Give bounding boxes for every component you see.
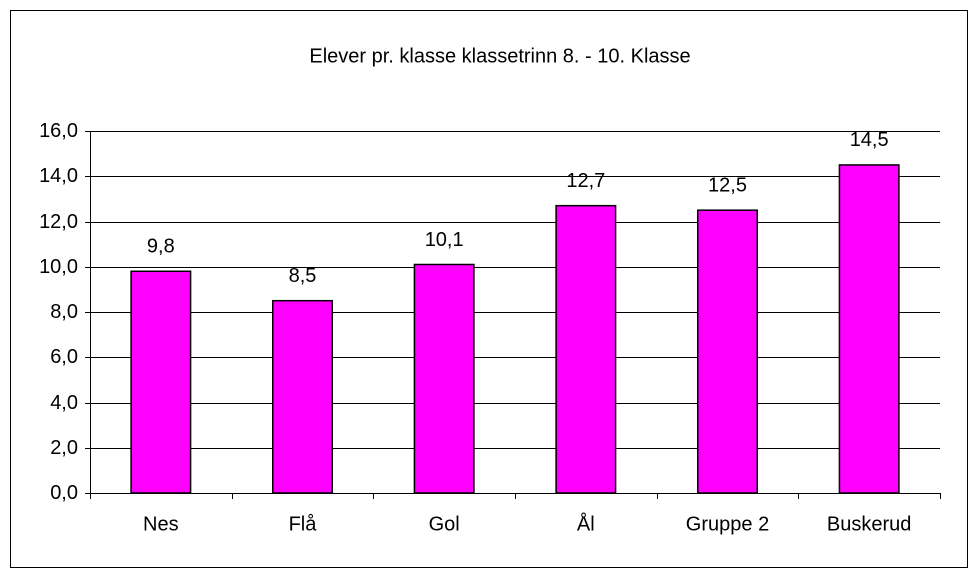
x-tick-label: Buskerud <box>827 513 912 535</box>
y-tick-label: 6,0 <box>50 346 78 368</box>
bar <box>413 263 475 494</box>
y-tick-label: 2,0 <box>50 437 78 459</box>
data-label: 12,5 <box>708 174 747 196</box>
y-tick-label: 4,0 <box>50 392 78 414</box>
chart-title: Elever pr. klasse klassetrinn 8. - 10. K… <box>309 45 690 67</box>
y-tick-label: 8,0 <box>50 301 78 323</box>
x-tick-label: Ål <box>577 512 595 535</box>
data-label: 10,1 <box>425 229 464 251</box>
data-label: 9,8 <box>147 236 175 258</box>
y-tick-label: 16,0 <box>39 120 78 142</box>
x-tick-label: Flå <box>289 513 318 535</box>
x-tick-label: Nes <box>143 513 179 535</box>
y-tick-label: 10,0 <box>39 256 78 278</box>
data-label: 8,5 <box>289 265 317 287</box>
x-tick-label: Gol <box>429 513 460 535</box>
bar <box>130 270 192 494</box>
bar <box>272 299 333 494</box>
y-tick-label: 14,0 <box>39 165 78 187</box>
y-tick-label: 12,0 <box>39 211 78 233</box>
y-tick-label: 0,0 <box>50 482 78 504</box>
x-tick-label: Gruppe 2 <box>686 513 769 535</box>
bar <box>838 164 900 494</box>
data-label: 12,7 <box>566 170 605 192</box>
data-label: 14,5 <box>850 129 889 151</box>
bar <box>697 209 758 494</box>
bar <box>555 204 617 494</box>
